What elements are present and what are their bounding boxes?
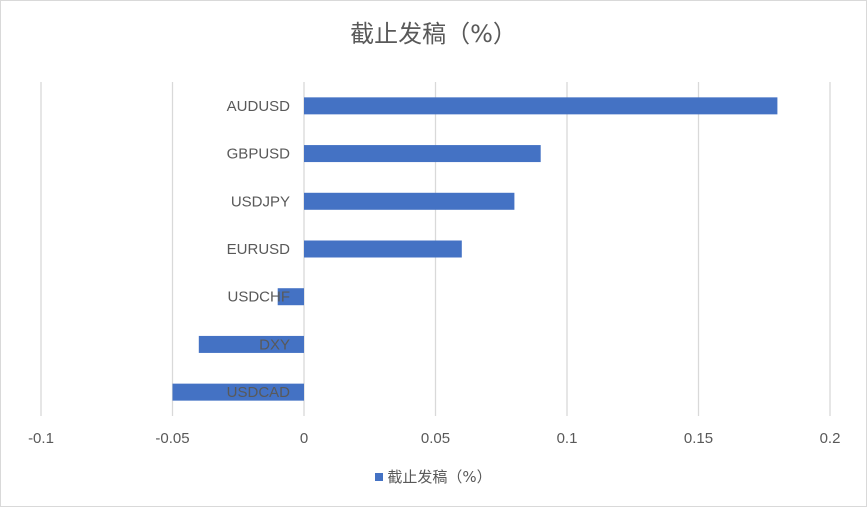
category-label: DXY xyxy=(259,336,290,353)
x-tick-label: 0 xyxy=(300,430,308,447)
bar xyxy=(172,383,304,401)
category-label: USDCHF xyxy=(228,289,291,306)
bar xyxy=(304,240,462,258)
category-label: GBPUSD xyxy=(227,146,291,163)
category-label: USDCAD xyxy=(227,384,291,401)
x-tick-label: 0.1 xyxy=(557,430,578,447)
bar xyxy=(198,335,304,353)
x-tick-label: -0.1 xyxy=(28,430,54,447)
category-label: AUDUSD xyxy=(227,98,291,115)
x-tick-label: 0.15 xyxy=(684,430,713,447)
bar xyxy=(304,145,541,163)
category-label: USDJPY xyxy=(231,193,290,210)
chart-title: 截止发稿（%） xyxy=(350,20,517,48)
x-tick-label: -0.05 xyxy=(155,430,189,447)
x-tick-label: 0.05 xyxy=(421,430,450,447)
bar xyxy=(304,192,515,210)
x-tick-label: 0.2 xyxy=(820,430,841,447)
legend-swatch xyxy=(375,472,384,481)
legend-label: 截止发稿（%） xyxy=(387,468,492,486)
legend: 截止发稿（%） xyxy=(0,466,867,487)
bar xyxy=(304,97,778,115)
bar xyxy=(277,288,304,306)
category-label: EURUSD xyxy=(227,241,291,258)
